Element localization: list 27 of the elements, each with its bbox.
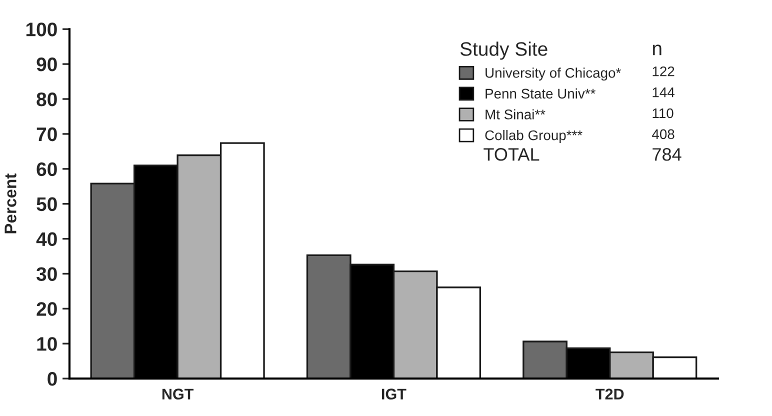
annotation: n: [653, 44, 662, 56]
legend-label: Mt Sinai**: [486, 109, 546, 120]
y-tick-label: 10: [37, 337, 57, 351]
y-tick-label: 50: [36, 197, 57, 212]
annotation: 122: [652, 66, 674, 76]
y-tick-label: 30: [36, 267, 57, 281]
y-axis-title: Percent: [4, 173, 16, 234]
y-tick-label: 80: [36, 92, 57, 106]
annotation: 408: [652, 129, 674, 140]
x-tick-label: NGT: [162, 388, 194, 400]
legend-label: University of Chicago*: [486, 68, 621, 81]
y-tick-label: 100: [26, 22, 57, 36]
annotation: 144: [652, 88, 674, 98]
annotation: 110: [652, 108, 674, 118]
legend-label: Penn State Univ**: [486, 88, 596, 99]
x-tick-label: IGT: [382, 388, 406, 400]
x-tick-label: T2D: [596, 388, 624, 400]
annotation: 784: [652, 148, 682, 161]
legend-label: Collab Group***: [485, 130, 582, 143]
y-tick-label: 0: [48, 372, 57, 386]
legend-title: Study Site: [460, 42, 548, 60]
y-tick-label: 20: [36, 302, 57, 316]
y-tick-label: 40: [36, 232, 57, 246]
y-tick-label: 60: [36, 162, 57, 176]
y-tick-label: 90: [36, 58, 57, 72]
y-tick-label: 70: [36, 127, 57, 142]
annotation: TOTAL: [484, 148, 540, 161]
